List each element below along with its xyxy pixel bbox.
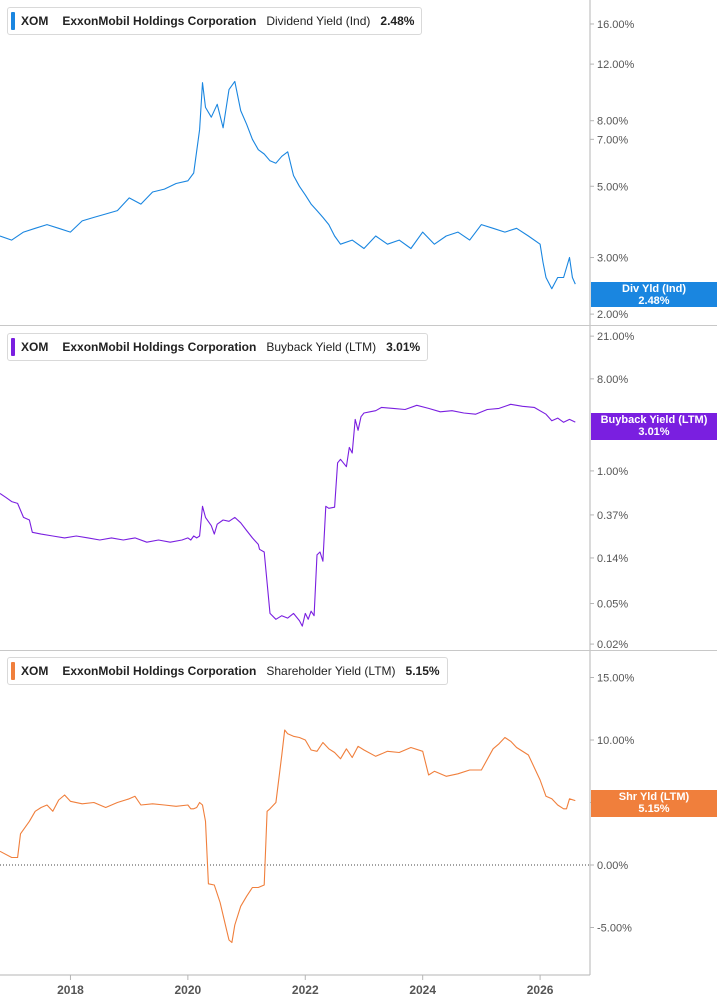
x-tick-label: 2024 [409, 983, 436, 997]
series-line [0, 403, 576, 627]
series-line [0, 729, 576, 944]
y-tick-label: 15.00% [597, 673, 635, 685]
y-tick-label: 8.00% [597, 116, 628, 128]
y-tick-label: 0.14% [597, 553, 628, 565]
series-line [0, 80, 576, 290]
y-tick-label: 12.00% [597, 59, 635, 71]
y-tick-label: 0.02% [597, 639, 628, 651]
y-tick-label: 16.00% [597, 19, 635, 31]
y-tick-label: 0.00% [597, 860, 628, 872]
y-tick-label: 10.00% [597, 735, 635, 747]
legend-shareholder-yield: XOM ExxonMobil Holdings Corporation Shar… [7, 657, 448, 685]
x-tick-label: 2026 [527, 983, 554, 997]
legend-value: 5.15% [405, 664, 440, 678]
legend-buyback-yield: XOM ExxonMobil Holdings Corporation Buyb… [7, 333, 429, 361]
y-tick-label: -5.00% [597, 923, 632, 935]
flag-title: Buyback Yield (LTM) [600, 414, 708, 426]
legend-dividend-yield: XOM ExxonMobil Holdings Corporation Divi… [7, 7, 423, 35]
legend-swatch [11, 338, 15, 356]
flag-title: Shr Yld (LTM) [618, 791, 690, 803]
legend-swatch [11, 662, 15, 680]
x-tick-label: 2022 [292, 983, 319, 997]
y-tick-label: 0.05% [597, 599, 628, 611]
legend-company: ExxonMobil Holdings Corporation [62, 340, 257, 354]
x-tick-label: 2020 [175, 983, 202, 997]
legend-ticker: XOM [21, 664, 49, 678]
legend-metric: Shareholder Yield (LTM) [266, 664, 396, 678]
value-flag-shareholder: Shr Yld (LTM) 5.15% [591, 790, 717, 817]
y-tick-label: 5.00% [597, 181, 628, 193]
y-tick-label: 0.37% [597, 510, 628, 522]
flag-title: Div Yld (Ind) [622, 283, 686, 295]
y-tick-label: 8.00% [597, 374, 628, 386]
y-tick-label: 3.00% [597, 253, 628, 265]
legend-metric: Buyback Yield (LTM) [266, 340, 377, 354]
x-tick-label: 2018 [57, 983, 84, 997]
y-tick-label: 7.00% [597, 134, 628, 146]
legend-ticker: XOM [21, 340, 49, 354]
flag-value: 2.48% [638, 295, 670, 307]
value-flag-dividend: Div Yld (Ind) 2.48% [591, 282, 717, 307]
y-tick-label: 21.00% [597, 331, 635, 343]
flag-value: 5.15% [638, 803, 670, 815]
y-tick-label: 2.00% [597, 309, 628, 321]
flag-value: 3.01% [638, 426, 670, 438]
legend-value: 2.48% [380, 14, 415, 28]
y-tick-label: 1.00% [597, 466, 628, 478]
legend-metric: Dividend Yield (Ind) [266, 14, 371, 28]
legend-ticker: XOM [21, 14, 49, 28]
legend-swatch [11, 12, 15, 30]
value-flag-buyback: Buyback Yield (LTM) 3.01% [591, 413, 717, 440]
legend-company: ExxonMobil Holdings Corporation [62, 664, 257, 678]
legend-value: 3.01% [386, 340, 421, 354]
legend-company: ExxonMobil Holdings Corporation [62, 14, 257, 28]
